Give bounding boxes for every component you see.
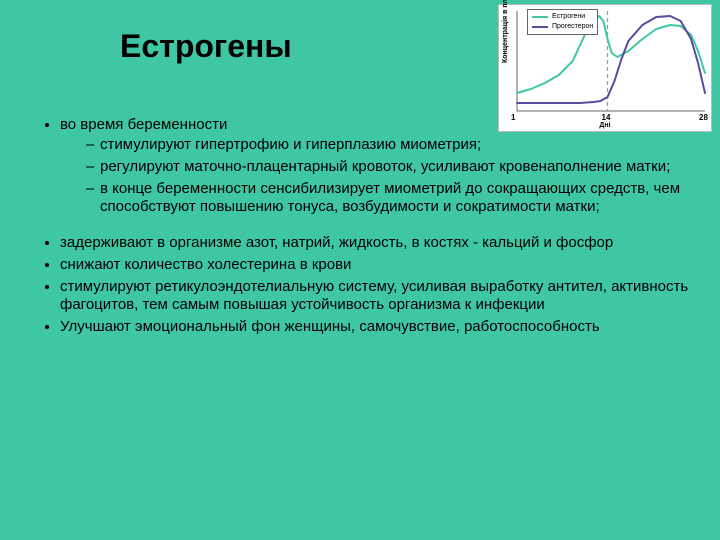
content-area: во время беременности стимулируют гиперт… <box>42 116 690 340</box>
legend-label: Естрогени <box>552 12 585 22</box>
sub-bullet-list: стимулируют гипертрофию и гиперплазию ми… <box>60 136 690 216</box>
legend-label: Прогестерон <box>552 22 593 32</box>
list-item: в конце беременности сенсибилизирует мио… <box>86 180 690 216</box>
list-item: стимулируют гипертрофию и гиперплазию ми… <box>86 136 690 154</box>
page-title: Естрогены <box>120 28 292 65</box>
list-item: Улучшают эмоциональный фон женщины, само… <box>60 318 690 336</box>
x-tick-label: 28 <box>699 113 708 122</box>
bullet-group-2: задерживают в организме азот, натрий, жи… <box>42 234 690 336</box>
legend-swatch <box>532 16 548 18</box>
legend-item: Естрогени <box>532 12 593 22</box>
list-item: регулируют маточно-плацентарный кровоток… <box>86 158 690 176</box>
list-item: во время беременности стимулируют гиперт… <box>60 116 690 216</box>
list-item: стимулируют ретикулоэндотелиальную систе… <box>60 278 690 314</box>
list-item: снижают количество холестерина в крови <box>60 256 690 274</box>
bullet-group-1: во время беременности стимулируют гиперт… <box>42 116 690 216</box>
y-axis-label: Концентрація в плазмі <box>502 0 509 63</box>
chart-legend: ЕстрогениПрогестерон <box>527 9 598 35</box>
legend-swatch <box>532 26 548 28</box>
hormone-chart: Концентрація в плазмі Дні ЕстрогениПроге… <box>498 4 712 132</box>
list-item: задерживают в организме азот, натрий, жи… <box>60 234 690 252</box>
bullet-text: во время беременности <box>60 116 227 133</box>
legend-item: Прогестерон <box>532 22 593 32</box>
slide: Естрогены Концентрація в плазмі Дні Естр… <box>0 0 720 540</box>
